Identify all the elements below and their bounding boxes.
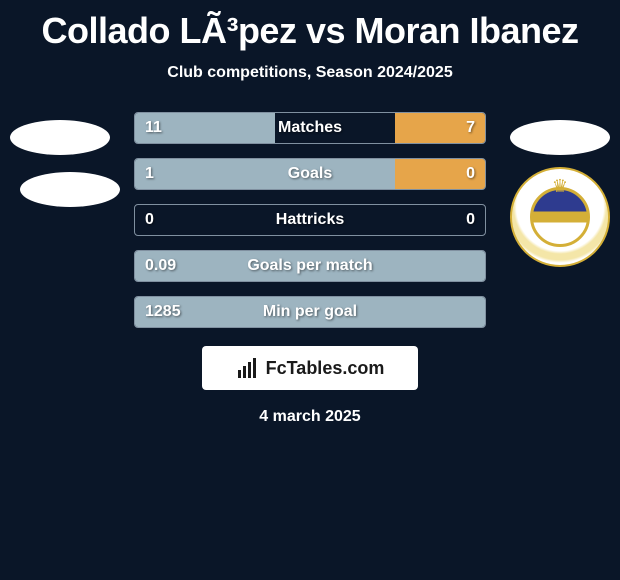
stat-label: Goals [288, 165, 332, 183]
team-badge-left-placeholder-1 [10, 120, 110, 155]
team-crest-right: ♛ [510, 167, 610, 267]
chart-icon [236, 356, 260, 380]
team-badge-right-placeholder [510, 120, 610, 155]
brand-label: FcTables.com [266, 358, 385, 379]
stats-container: 11 Matches 7 1 Goals 0 0 Hattricks 0 0.09 Goals pe… [134, 112, 486, 328]
stat-row: 1285 Min per goal [134, 296, 486, 328]
stat-row: 0.09 Goals per match [134, 250, 486, 282]
stat-value-left: 1 [145, 165, 154, 183]
stat-value-left: 0 [145, 211, 154, 229]
page-title: Collado LÃ³pez vs Moran Ibanez [0, 0, 620, 52]
stat-label: Goals per match [247, 257, 372, 275]
stat-row: 11 Matches 7 [134, 112, 486, 144]
crown-icon: ♛ [552, 176, 568, 197]
comparison-content: ♛ 11 Matches 7 1 Goals 0 0 Hattricks 0 0.09 Goals … [0, 112, 620, 426]
stat-value-right: 0 [466, 165, 475, 183]
stat-value-left: 0.09 [145, 257, 176, 275]
stat-row: 1 Goals 0 [134, 158, 486, 190]
brand-badge[interactable]: FcTables.com [202, 346, 418, 390]
stat-label: Matches [278, 119, 342, 137]
stat-label: Hattricks [276, 211, 344, 229]
stat-value-left: 1285 [145, 303, 181, 321]
stat-value-right: 0 [466, 211, 475, 229]
stat-value-left: 11 [145, 119, 162, 137]
date-label: 4 march 2025 [0, 408, 620, 426]
stat-row: 0 Hattricks 0 [134, 204, 486, 236]
crest-inner: ♛ [530, 187, 590, 247]
stat-label: Min per goal [263, 303, 357, 321]
subtitle: Club competitions, Season 2024/2025 [0, 64, 620, 82]
stat-value-right: 7 [466, 119, 475, 137]
team-badge-left-placeholder-2 [20, 172, 120, 207]
